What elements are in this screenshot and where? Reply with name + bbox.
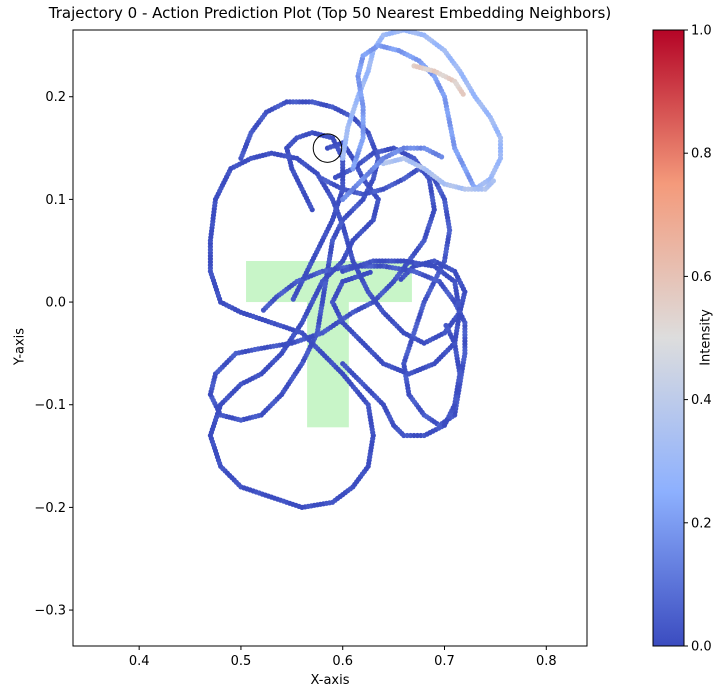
y-axis-label: Y-axis [12,327,28,366]
x-axis-label: X-axis [310,673,350,688]
scatter-point [490,178,496,184]
scatter-point [439,154,445,160]
scatter-point [443,322,449,329]
trajectory-points [207,30,504,510]
y-tick-label: −0.1 [34,398,66,413]
x-tick-label: 0.8 [536,654,557,669]
scatter-point [367,269,373,275]
colorbar-tick-label: 0.0 [691,640,712,655]
colorbar-tick-label: 0.6 [691,270,712,285]
plot-frame [72,29,588,647]
x-ticks: 0.4 0.5 0.6 0.7 0.8 [129,646,557,669]
scatter-point [260,307,267,313]
x-tick-label: 0.5 [231,654,252,669]
colorbar [652,29,685,647]
chart-title: Trajectory 0 - Action Prediction Plot (T… [48,4,612,22]
y-tick-label: 0.0 [45,296,66,311]
colorbar-tick-label: 0.2 [691,516,712,531]
y-tick-label: 0.2 [45,90,66,105]
scatter-point [460,91,466,97]
y-tick-label: 0.1 [45,193,66,208]
y-tick-label: −0.3 [34,604,66,619]
colorbar-ticks: 0.0 0.2 0.4 0.6 0.8 1.0 [684,24,712,655]
y-ticks: 0.2 0.1 0.0 −0.1 −0.2 −0.3 [34,90,73,619]
x-tick-label: 0.6 [332,654,353,669]
x-tick-label: 0.7 [434,654,455,669]
colorbar-tick-label: 0.8 [691,147,712,162]
y-tick-label: −0.2 [34,501,66,516]
colorbar-tick-label: 0.4 [691,393,712,408]
colorbar-label: Intensity [698,309,714,366]
x-tick-label: 0.4 [129,654,150,669]
current-position-marker [312,133,343,163]
scatter-point [290,296,296,302]
scatter-point [332,174,339,180]
colorbar-tick-label: 1.0 [691,24,712,39]
marker-circle [312,133,343,163]
scatter-point [398,276,404,282]
